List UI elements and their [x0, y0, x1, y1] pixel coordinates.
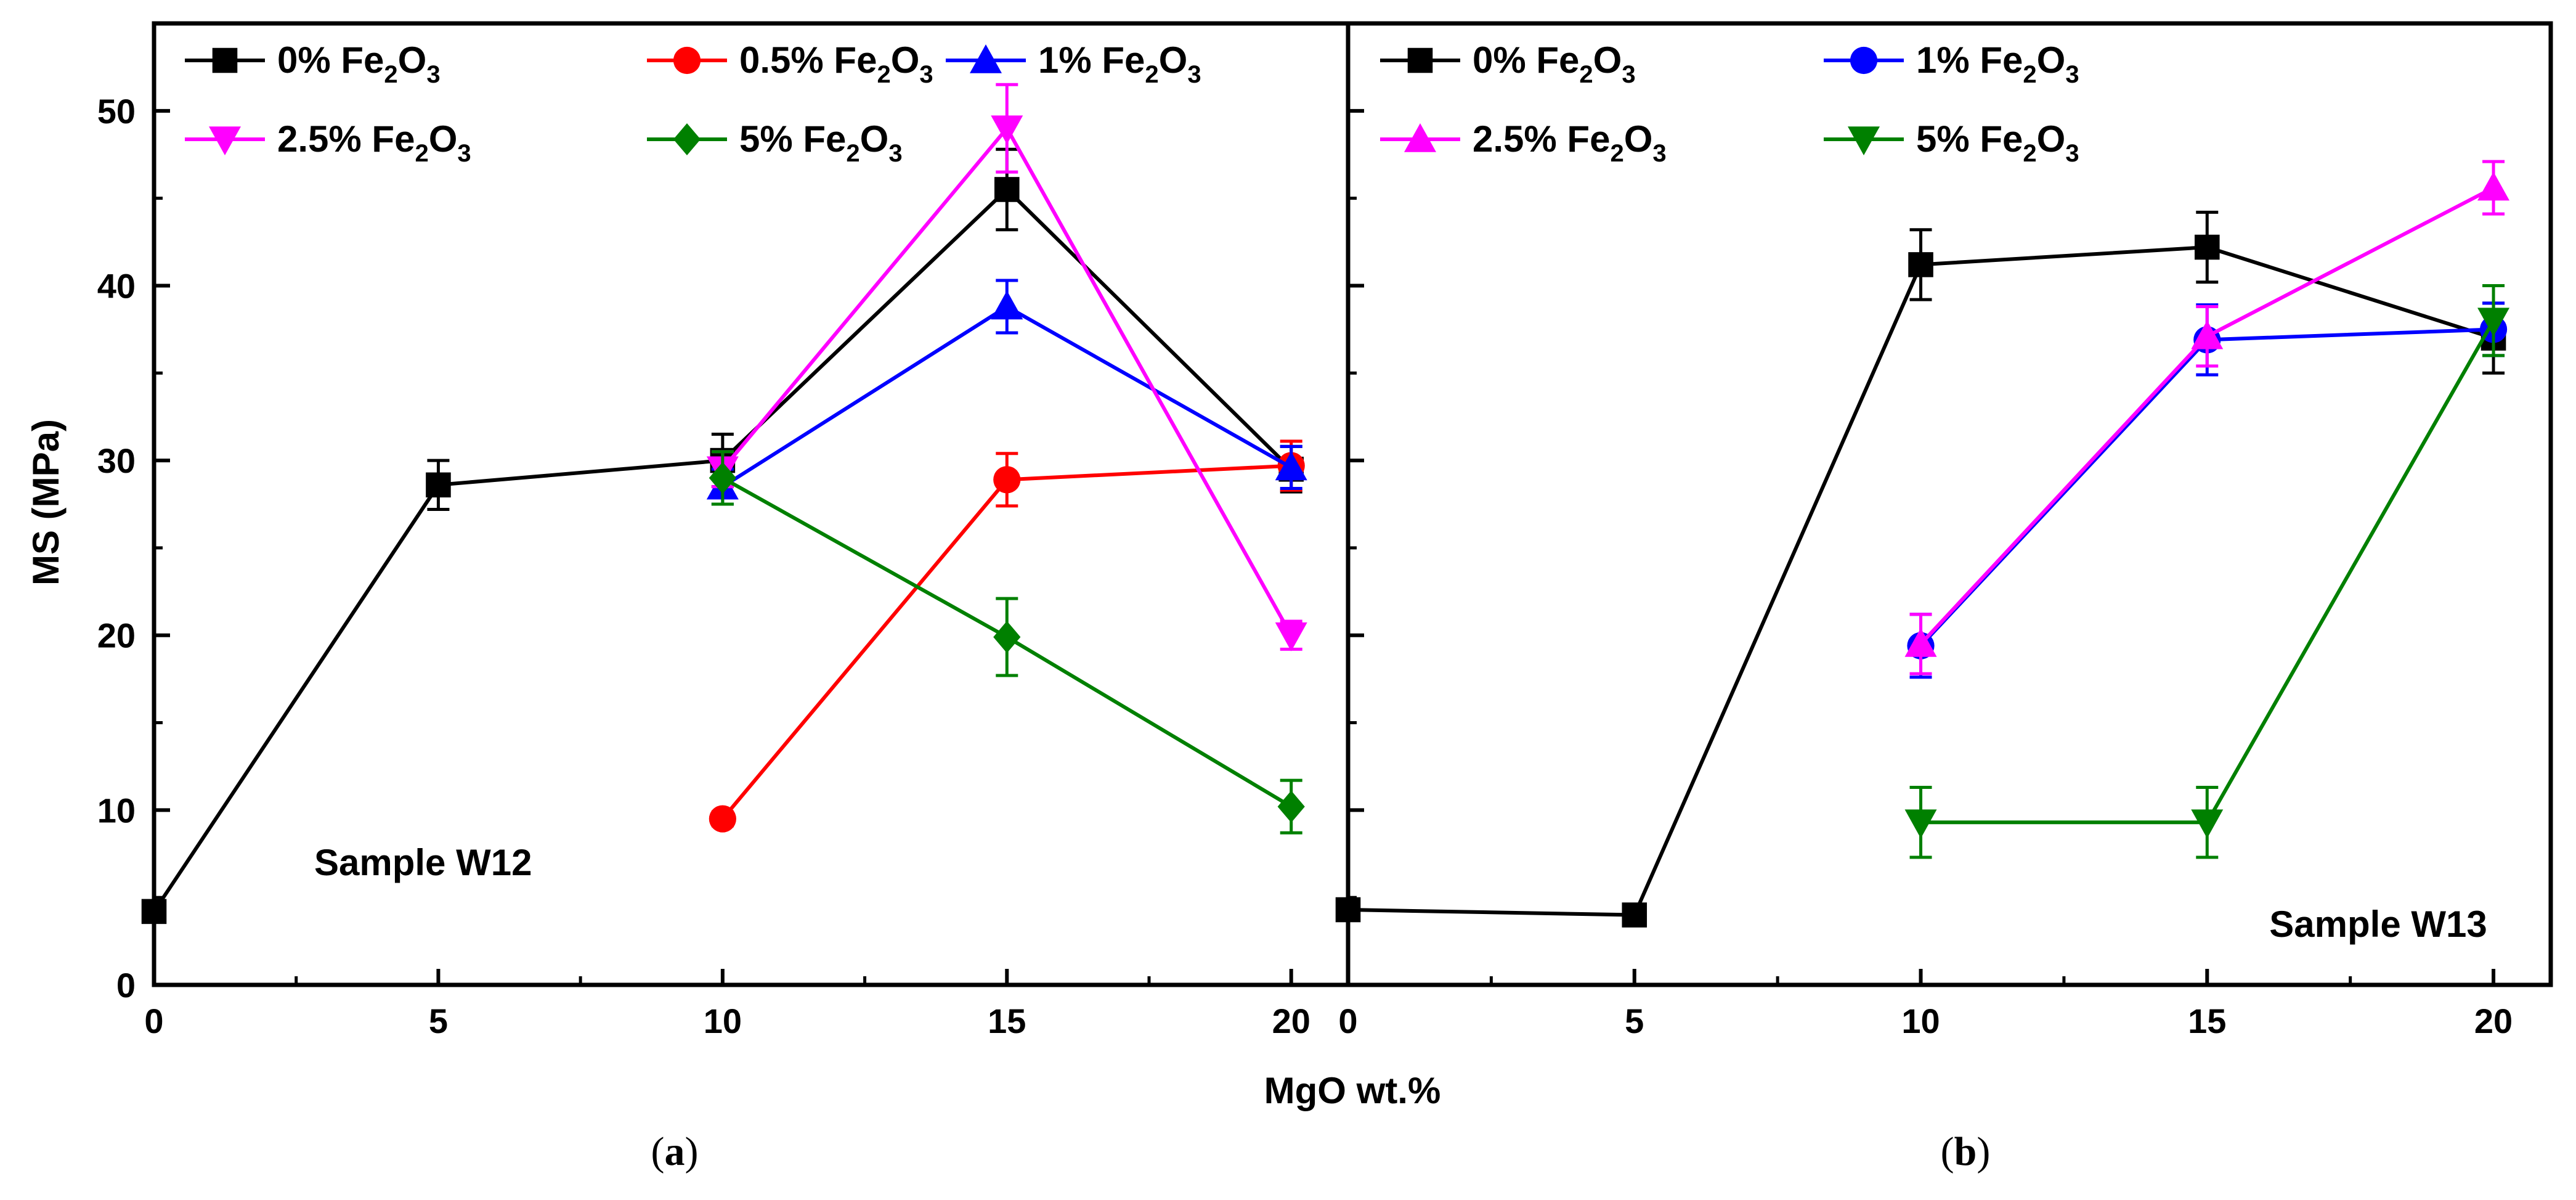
plot-frame [1346, 21, 2553, 987]
legend-marker [1848, 126, 1880, 155]
data-point [1335, 897, 1361, 923]
data-point [709, 805, 736, 833]
series-0-5-fe2o3 [709, 439, 1305, 833]
series-5-fe2o3 [1904, 284, 2510, 859]
data-point [2191, 809, 2224, 839]
series-2-5-fe2o3 [706, 83, 1307, 651]
data-point [2191, 320, 2224, 349]
panel-letter-a: a [665, 1129, 685, 1174]
legend-marker [970, 44, 1002, 73]
x-tick-label: 15 [2188, 1002, 2226, 1040]
y-tick-label: 10 [97, 791, 136, 830]
x-tick-label: 10 [1901, 1002, 1940, 1040]
data-point [2477, 171, 2510, 201]
panel-label-a: (a) [651, 1129, 699, 1174]
x-tick-label: 20 [1272, 1002, 1310, 1040]
x-tick-label: 15 [988, 1002, 1026, 1040]
series-line [152, 187, 1293, 913]
data-point [1908, 252, 1933, 277]
data-point [1275, 451, 1307, 481]
legend-label: 1% Fe2O3 [1038, 39, 1201, 88]
data-point [2477, 308, 2510, 337]
data-point [141, 899, 167, 924]
data-point [991, 290, 1023, 320]
series-5-fe2o3 [709, 450, 1305, 835]
x-tick-label: 0 [1338, 1002, 1357, 1040]
data-point [991, 115, 1023, 145]
x-tick-label: 5 [429, 1002, 448, 1040]
legend-entry: 2.5% Fe2O3 [185, 118, 471, 167]
data-point [1622, 902, 1648, 928]
legend-marker [673, 123, 701, 155]
legend-label: 0.5% Fe2O3 [739, 39, 933, 88]
y-tick-label: 0 [116, 966, 136, 1005]
sample-annotation: Sample W13 [2269, 904, 2487, 945]
legend-entry: 0% Fe2O3 [1380, 39, 1636, 88]
legend-entry: 0.5% Fe2O3 [647, 39, 933, 88]
legend-label: 1% Fe2O3 [1916, 39, 2079, 88]
series-0-fe2o3 [1335, 210, 2506, 928]
legend-marker [1407, 47, 1433, 73]
legend-marker [209, 126, 241, 155]
plot-frame [152, 21, 1351, 987]
x-axis-label: MgO wt.% [1264, 1070, 1441, 1111]
legend-entry: 0% Fe2O3 [185, 39, 441, 88]
x-tick-label: 0 [144, 1002, 163, 1040]
panel-b: 0 5 10 15 20 0% Fe2O3 1% Fe2O3 2.5% Fe2O3 5% Fe2… [1335, 21, 2553, 1040]
series-2-5-fe2o3 [1904, 160, 2510, 676]
legend-marker [1404, 123, 1436, 152]
data-point [709, 462, 736, 494]
legend-marker [1850, 46, 1878, 75]
legend-entry: 5% Fe2O3 [1824, 118, 2079, 167]
y-tick-label: 40 [97, 266, 136, 305]
data-point [426, 472, 451, 498]
legend-entry: 5% Fe2O3 [647, 118, 903, 167]
legend-label: 2.5% Fe2O3 [277, 118, 471, 167]
y-tick-label: 50 [97, 92, 136, 131]
panel-letter-b: b [1954, 1129, 1977, 1174]
legend-entry: 2.5% Fe2O3 [1380, 118, 1667, 167]
panel-a: 0 5 10 15 20 0 10 20 30 40 50 0% Fe2O3 0.5% Fe2O3 1% … [97, 21, 1351, 1040]
x-tick-label: 5 [1625, 1002, 1644, 1040]
data-point [2195, 234, 2220, 260]
data-point [993, 621, 1021, 653]
data-point [1277, 790, 1305, 823]
y-axis-label: MS (MPa) [25, 419, 67, 586]
legend-marker [212, 47, 238, 73]
legend-label: 2.5% Fe2O3 [1473, 118, 1667, 167]
data-point [994, 177, 1020, 202]
x-tick-label: 10 [704, 1002, 742, 1040]
legend-label: 0% Fe2O3 [277, 39, 441, 88]
series-line [1919, 327, 2494, 647]
y-tick-label: 30 [97, 441, 136, 480]
legend-label: 5% Fe2O3 [739, 118, 903, 167]
data-point [1904, 809, 1937, 839]
data-point [1904, 627, 1937, 657]
panel-label-b: (b) [1941, 1129, 1991, 1174]
sample-annotation: Sample W12 [314, 842, 532, 883]
legend-marker [673, 46, 701, 75]
data-point [1275, 622, 1307, 651]
legend-entry: 1% Fe2O3 [1824, 39, 2079, 88]
data-point [993, 466, 1021, 494]
y-tick-label: 20 [97, 616, 136, 655]
legend-entry: 1% Fe2O3 [946, 39, 1201, 88]
legend-label: 5% Fe2O3 [1916, 118, 2079, 167]
legend-label: 0% Fe2O3 [1473, 39, 1636, 88]
series-line [1920, 319, 2495, 825]
x-tick-label: 20 [2474, 1002, 2513, 1040]
